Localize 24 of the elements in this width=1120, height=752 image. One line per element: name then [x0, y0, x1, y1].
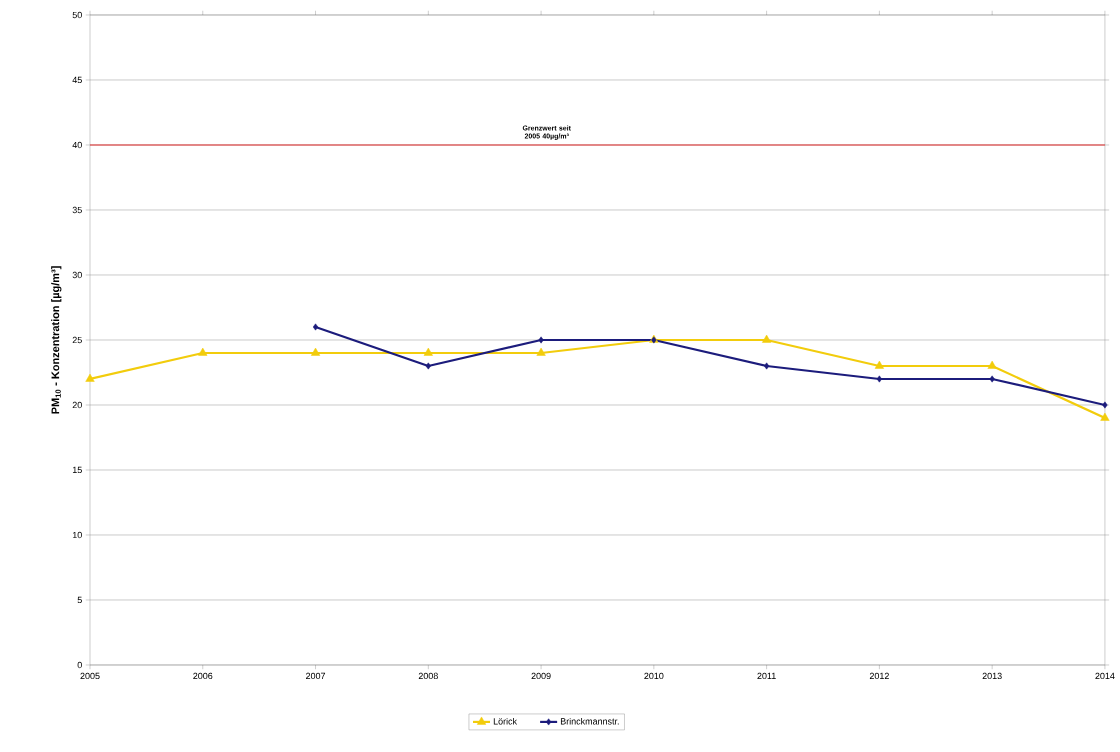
x-tick-label: 2006: [193, 672, 213, 680]
y-tick-label: 20: [72, 401, 82, 409]
y-tick-label: 30: [72, 271, 82, 279]
x-tick-label: 2009: [531, 672, 551, 680]
x-tick-label: 2012: [869, 672, 889, 680]
y-axis-title: PM$_{10}$ - Konzentration [µg/m³]: [51, 266, 62, 414]
y-tick-label: 10: [72, 531, 82, 539]
y-tick-label: 50: [72, 11, 82, 19]
legend-label: Lörick: [493, 717, 518, 725]
x-tick-label: 2013: [982, 672, 1002, 680]
x-tick-label: 2007: [306, 672, 326, 680]
x-tick-label: 2010: [644, 672, 664, 680]
y-tick-label: 0: [77, 661, 82, 669]
y-tick-label: 25: [72, 336, 82, 344]
y-tick-label: 45: [72, 76, 82, 84]
y-tick-label: 35: [72, 206, 82, 214]
x-tick-label: 2014: [1095, 672, 1115, 680]
x-tick-label: 2011: [757, 672, 776, 680]
y-tick-label: 15: [72, 466, 82, 474]
x-tick-label: 2005: [80, 672, 100, 680]
y-tick-label: 40: [72, 141, 82, 149]
x-tick-label: 2008: [418, 672, 438, 680]
y-tick-label: 5: [77, 596, 82, 604]
legend-label: Brinckmannstr.: [560, 717, 619, 725]
